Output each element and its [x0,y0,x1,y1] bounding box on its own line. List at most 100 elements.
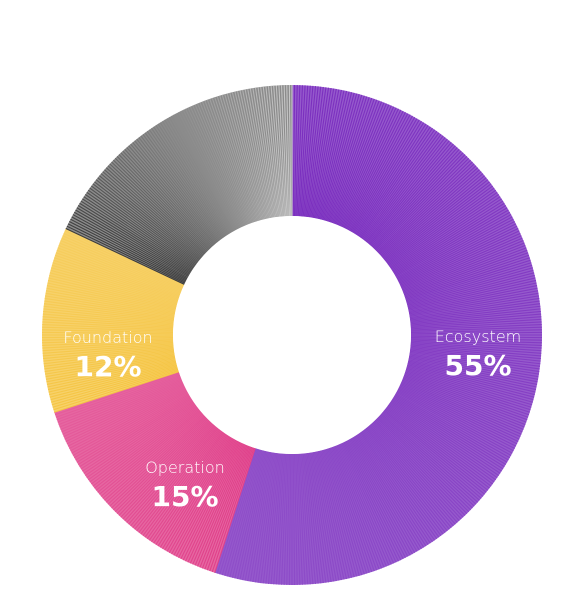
slice-ecosystem-hairline [396,391,512,456]
slice-ecosystem-hairline [239,451,268,580]
slice-other-hairline [67,223,186,283]
slice-ecosystem-hairline [316,451,345,580]
slice-ecosystem-hairline [348,115,413,231]
slice-other-hairline [86,191,195,268]
slice-other-hairline [192,105,246,227]
slice-other-hairline [197,103,248,226]
slice-ecosystem-hairline [342,442,399,562]
slice-other-hairline [209,98,254,223]
slice-ecosystem-hairline [403,375,527,423]
slice-ecosystem-hairline [373,420,466,516]
slice-ecosystem-hairline [306,86,324,218]
slice-foundation-name: Foundation [63,328,152,347]
slice-ecosystem-hairline [362,430,442,537]
slice-ecosystem-hairline [278,453,287,585]
slice-ecosystem-hairline [389,191,498,268]
slice-foundation-hairline [51,366,178,403]
slice-other-hairline [148,129,225,238]
slice-other-hairline [157,123,229,235]
slice-ecosystem-hairline [307,452,327,583]
slice-foundation-hairline [43,348,174,365]
slice-ecosystem-hairline [399,385,519,442]
slice-operation-hairline [122,422,212,520]
slice-other-hairline [73,211,189,278]
slice-other-hairline [138,137,220,242]
slice-ecosystem-hairline [337,444,390,566]
slice-other-hairline [112,159,208,253]
slice-other-hairline [224,94,261,221]
slice-ecosystem-hairline [409,354,539,378]
slice-foundation-hairline [59,242,182,292]
slice-operation-hairline [66,386,186,445]
slice-ecosystem-hairline [328,97,370,222]
slice-ecosystem-hairline [410,343,542,354]
slice-other-hairline [173,114,237,231]
slice-ecosystem-hairline [390,401,500,476]
slice-ecosystem-hairline [383,175,485,260]
slice-ecosystem-hairline [403,374,528,421]
slice-other-hairline [99,175,201,260]
slice-ecosystem-hairline [409,303,541,321]
slice-operation-hairline [168,438,235,554]
slice-ecosystem-hairline [310,87,332,218]
slice-operation-hairline [92,406,198,487]
slice-other-hairline [153,126,227,237]
slice-operation-hairline [211,447,255,573]
slice-ecosystem-hairline [373,152,464,249]
slice-ecosystem-hairline [296,85,304,217]
slice-ecosystem-hairline [393,396,507,465]
slice-foundation-hairline [49,364,177,398]
slice-ecosystem-hairline [376,159,472,253]
slice-ecosystem-hairline [410,323,542,331]
slice-ecosystem-hairline [298,85,309,217]
slice-ecosystem-hairline [402,377,526,426]
slice-operation-hairline [114,418,209,513]
slice-other-hairline [236,90,267,219]
slice-ecosystem-hairline [406,365,534,401]
slice-other-hairline [221,94,260,221]
slice-ecosystem-hairline [295,453,301,585]
slice-operation-hairline [142,430,222,537]
slice-foundation-hairline [42,335,174,339]
slice-ecosystem-hairline [409,349,541,367]
slice-ecosystem-hairline [398,386,518,445]
slice-operation-hairline [148,432,225,541]
slice-ecosystem-hairline [325,95,365,222]
slice-operation-hairline [182,441,241,561]
slice-ecosystem-hairline [409,353,540,375]
slice-operation-hairline [62,381,184,435]
slice-ecosystem-hairline [375,157,470,252]
slice-operation-hairline [64,384,185,440]
slice-ecosystem-hairline [407,362,535,396]
slice-other-hairline [128,145,215,246]
slice-other-hairline [65,228,185,285]
slice-other-hairline [79,202,192,273]
slice-ecosystem-hairline [386,183,492,264]
slice-ecosystem-hairline [358,127,433,237]
slice-ecosystem-hairline [378,416,475,507]
slice-ecosystem-hairline [377,161,473,254]
slice-ecosystem-hairline [313,451,340,581]
slice-other-hairline [102,171,203,258]
slice-ecosystem-hairline [408,360,537,391]
slice-other-hairline [105,167,204,256]
slice-ecosystem-hairline [335,102,385,225]
slice-ecosystem-hairline [402,242,525,292]
slice-foundation-hairline [54,257,179,299]
slice-ecosystem-hairline [405,368,532,408]
slice-ecosystem-hairline [354,122,425,235]
slice-operation-hairline [80,398,192,470]
slice-ecosystem-hairline [407,274,535,308]
slice-ecosystem-hairline [359,432,436,541]
slice-other-hairline [267,86,282,217]
slice-foundation-hairline [53,259,179,300]
slice-ecosystem-hairline [347,439,411,556]
slice-foundation-hairline [43,310,174,325]
slice-ecosystem-hairline [410,331,542,335]
slice-ecosystem-hairline [364,137,446,242]
slice-ecosystem-hairline [410,346,541,362]
slice-ecosystem-hairline [295,85,301,217]
slice-other-hairline [89,187,197,266]
slice-ecosystem-hairline [367,142,452,244]
slice-ecosystem-hairline [221,449,260,576]
